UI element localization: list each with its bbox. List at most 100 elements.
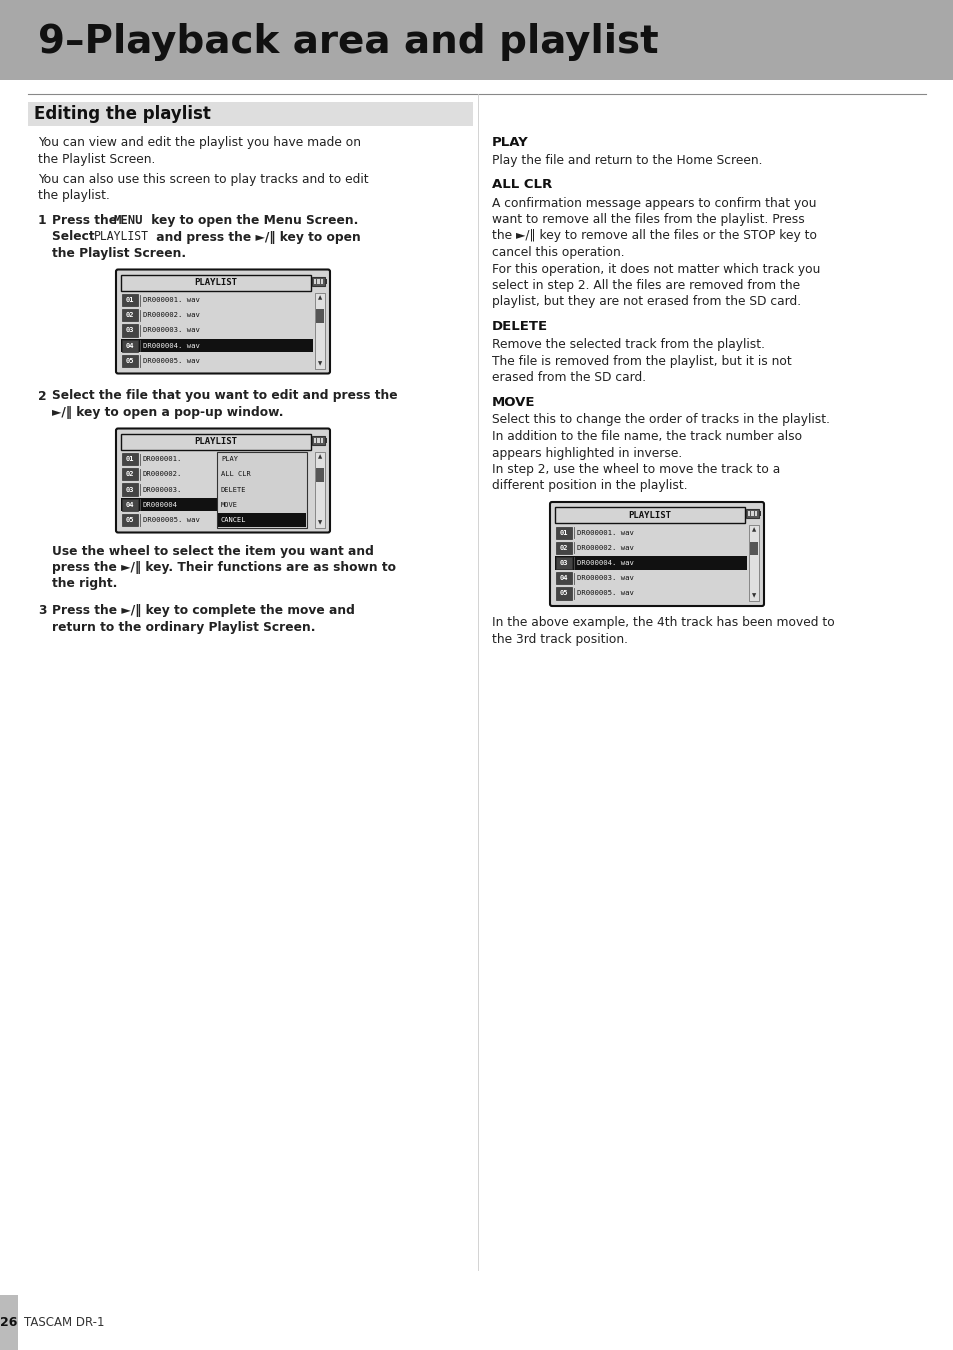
Text: the Playlist Screen.: the Playlist Screen. bbox=[52, 247, 186, 261]
Text: DELETE: DELETE bbox=[492, 320, 548, 333]
Text: different position in the playlist.: different position in the playlist. bbox=[492, 479, 687, 493]
Text: ▼: ▼ bbox=[317, 360, 322, 366]
Text: MOVE: MOVE bbox=[221, 502, 237, 508]
Text: DR000005. wav: DR000005. wav bbox=[577, 590, 633, 597]
Bar bbox=[325, 437, 327, 443]
Text: A confirmation message appears to confirm that you: A confirmation message appears to confir… bbox=[492, 197, 816, 209]
Text: 02: 02 bbox=[559, 545, 568, 551]
Text: 02: 02 bbox=[126, 471, 134, 478]
Text: DR000002. wav: DR000002. wav bbox=[577, 545, 633, 551]
Text: DR000004. wav: DR000004. wav bbox=[577, 560, 633, 566]
Text: want to remove all the files from the playlist. Press: want to remove all the files from the pl… bbox=[492, 213, 804, 225]
Text: In the above example, the 4th track has been moved to: In the above example, the 4th track has … bbox=[492, 616, 834, 629]
Bar bbox=[121, 498, 216, 512]
Text: 02: 02 bbox=[126, 312, 134, 319]
Text: Play the file and return to the Home Screen.: Play the file and return to the Home Scr… bbox=[492, 154, 761, 167]
Bar bbox=[218, 513, 306, 526]
Bar bbox=[122, 498, 138, 510]
Text: DR000004. wav: DR000004. wav bbox=[143, 343, 200, 348]
Bar bbox=[745, 509, 759, 518]
Bar bbox=[749, 541, 758, 555]
Text: Press the: Press the bbox=[52, 215, 121, 227]
Bar bbox=[314, 451, 325, 528]
Text: DR000005. wav: DR000005. wav bbox=[143, 517, 200, 522]
Text: Editing the playlist: Editing the playlist bbox=[34, 105, 211, 123]
Text: cancel this operation.: cancel this operation. bbox=[492, 246, 624, 259]
Bar bbox=[312, 436, 325, 444]
Text: 2: 2 bbox=[38, 390, 47, 402]
Text: For this operation, it does not matter which track you: For this operation, it does not matter w… bbox=[492, 262, 820, 275]
Bar bbox=[122, 294, 138, 306]
Bar bbox=[317, 437, 319, 443]
Text: press the ►/‖ key. Their functions are as shown to: press the ►/‖ key. Their functions are a… bbox=[52, 562, 395, 574]
Text: DR000001.: DR000001. bbox=[143, 456, 182, 462]
FancyBboxPatch shape bbox=[116, 270, 330, 374]
Bar bbox=[320, 278, 323, 283]
Bar bbox=[759, 512, 760, 516]
Text: PLAY: PLAY bbox=[221, 456, 237, 462]
Text: Select the file that you want to edit and press the: Select the file that you want to edit an… bbox=[52, 390, 397, 402]
Text: PLAY: PLAY bbox=[492, 136, 528, 148]
Text: DR000005. wav: DR000005. wav bbox=[143, 358, 200, 364]
Text: DR000002. wav: DR000002. wav bbox=[143, 312, 200, 319]
Text: In step 2, use the wheel to move the track to a: In step 2, use the wheel to move the tra… bbox=[492, 463, 780, 477]
Text: 01: 01 bbox=[126, 456, 134, 462]
Text: Select: Select bbox=[52, 231, 99, 243]
Bar bbox=[556, 541, 572, 554]
Bar bbox=[325, 278, 327, 283]
Bar bbox=[0, 0, 953, 80]
Text: You can also use this screen to play tracks and to edit: You can also use this screen to play tra… bbox=[38, 173, 368, 186]
Text: PLAYLIST: PLAYLIST bbox=[194, 437, 237, 446]
Bar bbox=[121, 339, 313, 352]
Text: the right.: the right. bbox=[52, 578, 117, 590]
Bar bbox=[315, 309, 324, 323]
Text: appears highlighted in inverse.: appears highlighted in inverse. bbox=[492, 447, 681, 459]
Text: TASCAM DR-1: TASCAM DR-1 bbox=[24, 1315, 105, 1328]
Text: DR000003.: DR000003. bbox=[143, 486, 182, 493]
Text: PLAYLIST: PLAYLIST bbox=[628, 510, 671, 520]
Text: erased from the SD card.: erased from the SD card. bbox=[492, 371, 645, 383]
Text: DR000001. wav: DR000001. wav bbox=[143, 297, 200, 304]
Bar bbox=[556, 558, 572, 570]
Text: playlist, but they are not erased from the SD card.: playlist, but they are not erased from t… bbox=[492, 296, 801, 309]
Bar bbox=[754, 512, 757, 516]
Text: Select this to change the order of tracks in the playlist.: Select this to change the order of track… bbox=[492, 413, 829, 427]
Text: ALL CLR: ALL CLR bbox=[221, 471, 251, 478]
Text: 05: 05 bbox=[559, 590, 568, 597]
FancyBboxPatch shape bbox=[550, 502, 763, 606]
Bar bbox=[556, 572, 572, 585]
Text: You can view and edit the playlist you have made on: You can view and edit the playlist you h… bbox=[38, 136, 360, 148]
Text: the 3rd track position.: the 3rd track position. bbox=[492, 633, 627, 645]
Text: In addition to the file name, the track number also: In addition to the file name, the track … bbox=[492, 431, 801, 443]
Text: 05: 05 bbox=[126, 517, 134, 522]
Text: MENU: MENU bbox=[113, 215, 143, 227]
Text: CANCEL: CANCEL bbox=[221, 517, 246, 522]
Bar bbox=[556, 526, 572, 539]
Bar bbox=[314, 278, 316, 283]
Text: 9–Playback area and playlist: 9–Playback area and playlist bbox=[38, 23, 658, 61]
Text: Use the wheel to select the item you want and: Use the wheel to select the item you wan… bbox=[52, 544, 374, 558]
Bar bbox=[122, 514, 138, 526]
Text: ►/‖ key to open a pop-up window.: ►/‖ key to open a pop-up window. bbox=[52, 406, 283, 418]
Text: 04: 04 bbox=[126, 502, 134, 508]
Text: 26: 26 bbox=[0, 1315, 18, 1328]
Text: DR000001. wav: DR000001. wav bbox=[577, 529, 633, 536]
Bar bbox=[748, 525, 759, 601]
Text: 1: 1 bbox=[38, 215, 47, 227]
Bar bbox=[555, 508, 744, 522]
Bar bbox=[751, 512, 753, 516]
Bar bbox=[312, 277, 325, 285]
Text: 01: 01 bbox=[126, 297, 134, 304]
Text: ▲: ▲ bbox=[317, 296, 322, 300]
Text: DR000003. wav: DR000003. wav bbox=[143, 328, 200, 333]
Bar bbox=[747, 512, 750, 516]
Bar bbox=[122, 324, 138, 336]
Bar bbox=[320, 437, 323, 443]
Text: ▼: ▼ bbox=[317, 520, 322, 525]
Bar bbox=[555, 556, 746, 570]
Bar bbox=[122, 454, 138, 466]
Text: 05: 05 bbox=[126, 358, 134, 364]
Bar bbox=[317, 278, 319, 283]
Text: MOVE: MOVE bbox=[492, 396, 535, 409]
Text: the Playlist Screen.: the Playlist Screen. bbox=[38, 153, 155, 166]
